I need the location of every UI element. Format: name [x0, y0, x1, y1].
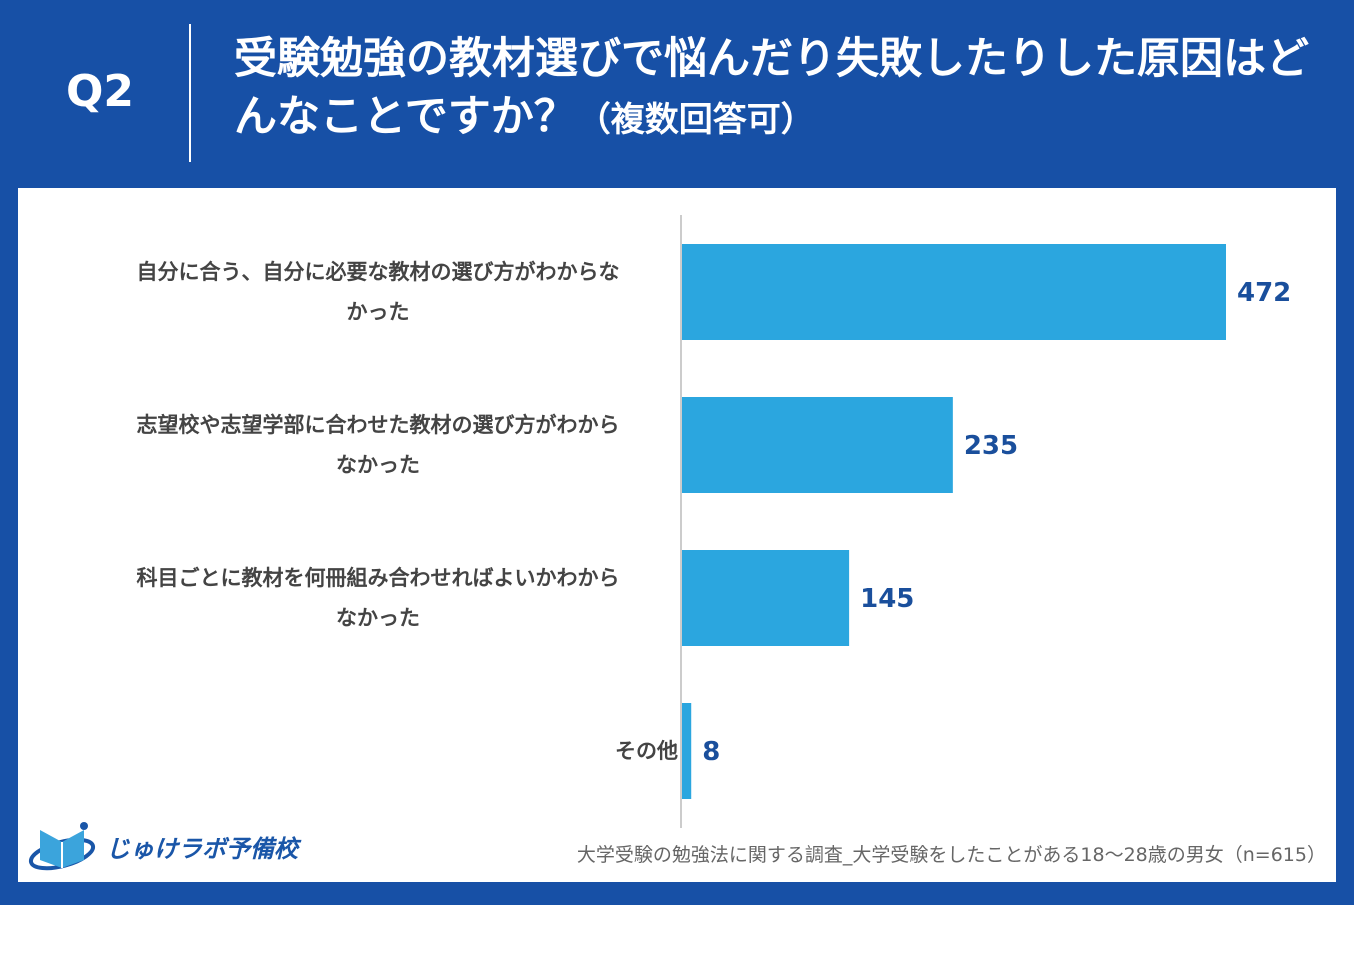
question-number: Q2 — [66, 66, 135, 117]
data-label: 235 — [964, 431, 1018, 461]
category-label-line: その他 — [615, 739, 678, 763]
category-label-line: かった — [346, 300, 410, 324]
category-label: 志望校や志望学部に合わせた教材の選び方がわから なかった — [78, 405, 678, 485]
category-label: 科目ごとに教材を何冊組み合わせればよいかわから なかった — [78, 558, 678, 638]
data-label: 145 — [860, 584, 914, 614]
bar-chart: 472 235 145 8 — [680, 215, 1291, 828]
title-text: 受験勉強の教材選びで悩んだり失敗したりした原因はどんなことですか？ — [234, 34, 1309, 142]
bar — [682, 703, 692, 799]
category-label-line: 科目ごとに教材を何冊組み合わせればよいかわから — [136, 566, 620, 590]
bar — [682, 397, 953, 493]
bar — [682, 244, 1226, 340]
category-label-line: 自分に合う、自分に必要な教材の選び方がわからな — [136, 260, 620, 284]
category-label: その他 — [78, 731, 678, 771]
logo: じゅけラボ予備校 — [28, 820, 298, 872]
title-note: （複数回答可） — [576, 100, 815, 140]
bar — [682, 550, 850, 646]
chart-panel: 自分に合う、自分に必要な教材の選び方がわからな かった 志望校や志望学部に合わせた教… — [18, 188, 1336, 882]
question-title: 受験勉強の教材選びで悩んだり失敗したりした原因はどんなことですか？（複数回答可） — [234, 30, 1324, 149]
data-label: 472 — [1237, 278, 1291, 308]
category-label: 自分に合う、自分に必要な教材の選び方がわからな かった — [78, 252, 678, 332]
logo-text: じゅけラボ予備校 — [106, 834, 298, 863]
category-label-line: なかった — [336, 453, 420, 477]
book-logo-icon — [28, 822, 96, 871]
source-note: 大学受験の勉強法に関する調査_大学受験をしたことがある18～28歳の男女（n=6… — [576, 844, 1326, 866]
data-label: 8 — [702, 737, 720, 767]
category-label-line: 志望校や志望学部に合わせた教材の選び方がわから — [136, 413, 620, 437]
category-label-line: なかった — [336, 606, 420, 630]
divider — [189, 24, 191, 162]
